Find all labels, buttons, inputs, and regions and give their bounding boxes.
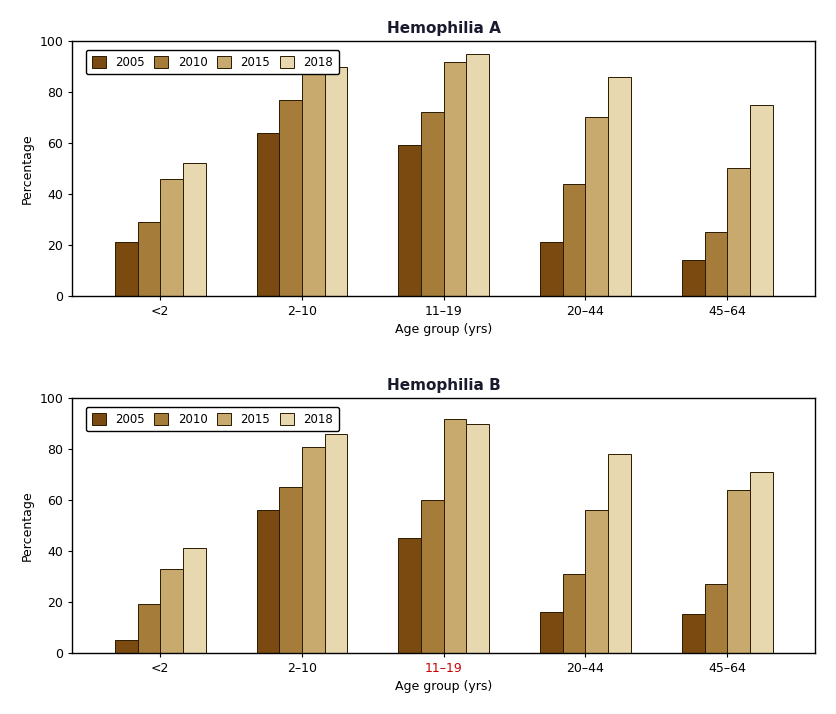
Bar xyxy=(183,548,206,653)
Bar xyxy=(705,584,727,653)
Bar xyxy=(682,615,705,653)
Bar xyxy=(466,423,489,653)
Bar xyxy=(115,242,137,296)
Bar xyxy=(563,574,585,653)
Bar xyxy=(563,183,585,296)
Bar xyxy=(608,454,631,653)
Bar xyxy=(302,69,324,296)
Y-axis label: Percentage: Percentage xyxy=(21,133,33,203)
Bar xyxy=(137,222,161,296)
Bar xyxy=(727,169,750,296)
Bar xyxy=(324,66,347,296)
Bar xyxy=(444,61,466,296)
Bar xyxy=(183,164,206,296)
X-axis label: Age group (yrs): Age group (yrs) xyxy=(395,323,492,336)
Bar xyxy=(585,118,608,296)
Y-axis label: Percentage: Percentage xyxy=(21,490,33,560)
Bar xyxy=(727,490,750,653)
Bar xyxy=(161,178,183,296)
Title: Hemophilia A: Hemophilia A xyxy=(387,21,501,36)
Bar xyxy=(399,146,421,296)
Bar xyxy=(257,510,279,653)
Bar xyxy=(466,54,489,296)
Bar xyxy=(324,434,347,653)
Bar xyxy=(540,612,563,653)
Bar xyxy=(421,112,444,296)
Bar xyxy=(399,538,421,653)
Bar xyxy=(257,133,279,296)
X-axis label: Age group (yrs): Age group (yrs) xyxy=(395,680,492,693)
Bar xyxy=(444,418,466,653)
Bar xyxy=(115,640,137,653)
Bar xyxy=(750,105,772,296)
Bar xyxy=(682,260,705,296)
Legend: 2005, 2010, 2015, 2018: 2005, 2010, 2015, 2018 xyxy=(85,406,339,431)
Bar xyxy=(705,232,727,296)
Bar xyxy=(585,510,608,653)
Bar xyxy=(161,568,183,653)
Bar xyxy=(279,100,302,296)
Bar xyxy=(540,242,563,296)
Title: Hemophilia B: Hemophilia B xyxy=(387,378,501,393)
Bar xyxy=(137,604,161,653)
Legend: 2005, 2010, 2015, 2018: 2005, 2010, 2015, 2018 xyxy=(85,49,339,74)
Bar xyxy=(302,446,324,653)
Bar xyxy=(421,500,444,653)
Bar xyxy=(279,487,302,653)
Bar xyxy=(750,472,772,653)
Bar xyxy=(608,77,631,296)
